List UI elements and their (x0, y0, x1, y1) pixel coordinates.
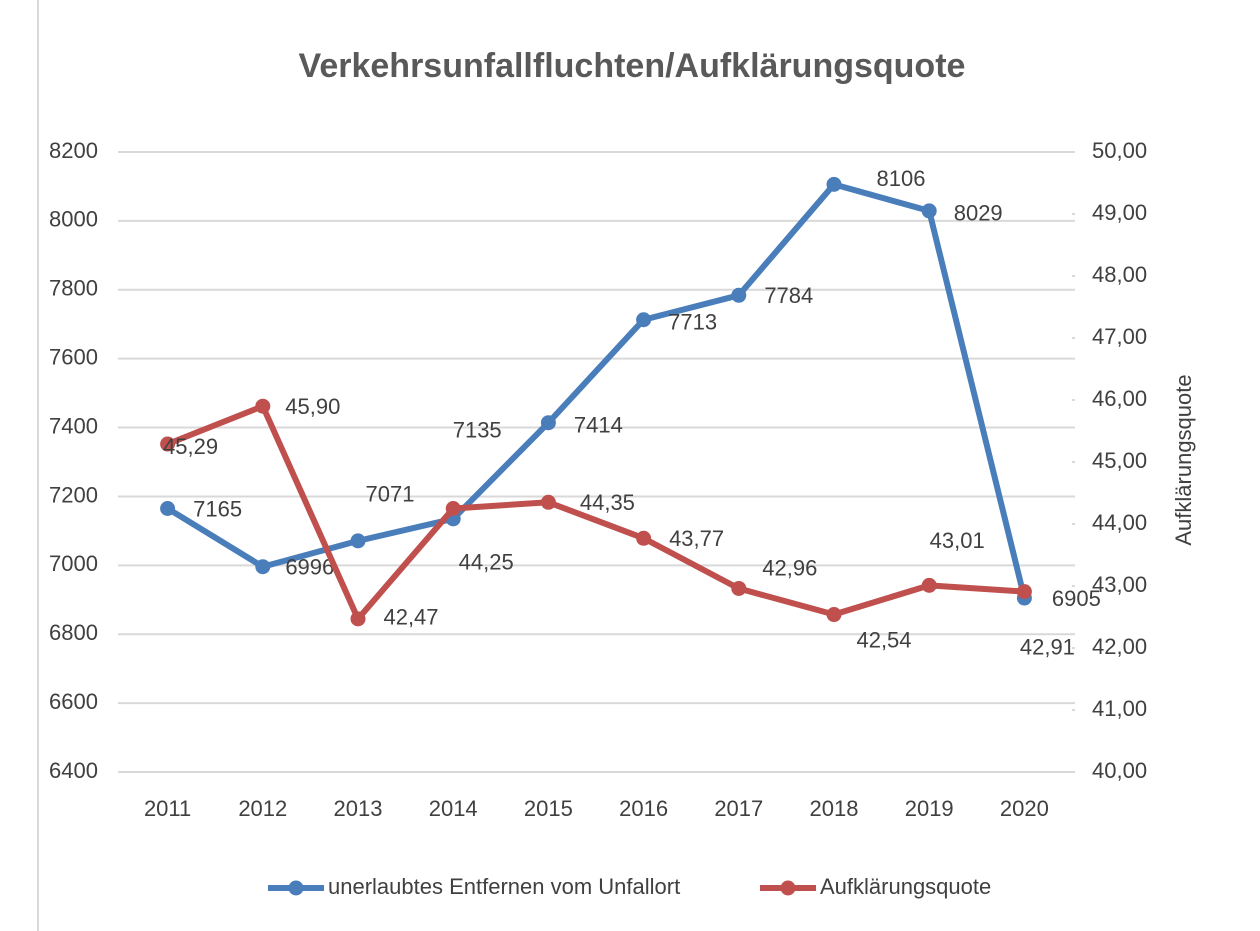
x-tick-label: 2015 (524, 796, 573, 821)
data-point (826, 607, 842, 623)
data-point (160, 501, 176, 516)
y-tick-label: 7000 (49, 551, 98, 576)
data-label: 43,01 (930, 528, 985, 553)
y2-tick-label: 40,00 (1092, 758, 1147, 783)
data-label: 7784 (764, 283, 813, 308)
x-tick-label: 2018 (810, 796, 859, 821)
data-label: 7071 (366, 482, 415, 507)
data-label: 44,25 (459, 549, 514, 574)
y-tick-label: 6600 (49, 689, 98, 714)
data-point (255, 559, 271, 575)
data-label: 7135 (453, 418, 502, 443)
x-tick-label: 2014 (429, 796, 478, 821)
y-tick-label: 7800 (49, 276, 98, 301)
y-tick-label: 6400 (49, 758, 98, 783)
data-point (160, 436, 176, 452)
data-point (350, 533, 366, 549)
y2-tick-label: 41,00 (1092, 696, 1147, 721)
data-label: 8106 (877, 166, 926, 191)
legend-label: Aufklärungsquote (820, 874, 991, 899)
y2-tick-label: 48,00 (1092, 262, 1147, 287)
data-point (636, 530, 652, 546)
y2-tick-label: 46,00 (1092, 386, 1147, 411)
data-point (350, 611, 366, 627)
x-tick-label: 2011 (144, 796, 191, 821)
data-label: 45,29 (163, 434, 218, 459)
y-tick-label: 6800 (49, 620, 98, 645)
y2-tick-label: 45,00 (1092, 448, 1147, 473)
y2-tick-label: 43,00 (1092, 572, 1147, 597)
data-label: 42,96 (762, 555, 817, 580)
data-point (921, 577, 937, 593)
data-point (636, 312, 652, 328)
y-tick-label: 7200 (49, 482, 98, 507)
data-point (921, 203, 937, 219)
data-label: 42,54 (856, 627, 911, 652)
data-label: 6996 (285, 555, 334, 580)
series-line (166, 403, 1025, 622)
data-label: 7414 (574, 413, 623, 438)
data-point (826, 176, 842, 192)
x-tick-label: 2019 (905, 796, 954, 821)
y2-tick-label: 47,00 (1092, 324, 1147, 349)
x-tick-label: 2013 (334, 796, 383, 821)
data-label: 43,77 (669, 526, 724, 551)
data-point (445, 501, 461, 516)
x-tick-label: 2012 (238, 796, 287, 821)
legend-marker (780, 880, 796, 896)
data-label: 8029 (954, 201, 1003, 226)
y2-axis-title: Aufklärungsquote (1171, 374, 1196, 545)
legend-marker (288, 880, 304, 896)
data-point (731, 580, 747, 596)
y2-tick-label: 42,00 (1092, 634, 1147, 659)
data-point (540, 415, 556, 431)
data-label: 6905 (1052, 586, 1101, 611)
x-tick-label: 2016 (619, 796, 668, 821)
legend-label: unerlaubtes Entfernen vom Unfallort (328, 874, 680, 899)
y-tick-label: 7400 (49, 413, 98, 438)
series-line (166, 181, 1028, 599)
y2-tick-label: 50,00 (1092, 138, 1147, 163)
chart-frame (37, 0, 1260, 931)
data-label: 7713 (668, 310, 717, 335)
x-tick-label: 2020 (1000, 796, 1049, 821)
data-point (1016, 584, 1032, 600)
y2-tick-label: 44,00 (1092, 510, 1147, 535)
data-point (540, 494, 556, 510)
y-tick-label: 7600 (49, 344, 98, 369)
x-tick-label: 2017 (714, 796, 763, 821)
data-label: 44,35 (580, 490, 635, 515)
data-point (255, 398, 271, 414)
y2-tick-label: 49,00 (1092, 200, 1147, 225)
y-tick-label: 8200 (49, 138, 98, 163)
data-label: 42,91 (1020, 634, 1075, 659)
chart-title: Verkehrsunfallfluchten/Aufklärungsquote (299, 47, 966, 85)
data-label: 42,47 (383, 605, 438, 630)
data-label: 7165 (193, 496, 242, 521)
y-tick-label: 8000 (49, 207, 98, 232)
data-point (731, 287, 747, 303)
data-label: 45,90 (285, 394, 340, 419)
